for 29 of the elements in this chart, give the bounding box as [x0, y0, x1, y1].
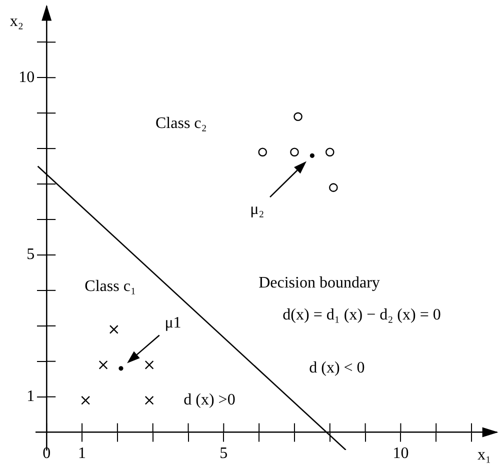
x-axis-title: x₁: [478, 446, 492, 464]
annotation: Decision boundary: [258, 274, 380, 292]
annotation: d (x) < 0: [309, 360, 365, 377]
x-tick-label: 0: [42, 445, 51, 462]
point: [329, 183, 338, 192]
annotation: Class c₂: [155, 114, 207, 132]
y-tick-label: 5: [26, 246, 35, 264]
point: [109, 324, 118, 334]
annotation: μ₂: [250, 200, 264, 218]
y-tick-label: 1: [26, 388, 35, 406]
y-axis-title: x₂: [10, 12, 24, 30]
annotation: d (x) >0: [184, 392, 236, 409]
point: [290, 148, 299, 157]
annotation: d(x) = d₁ (x) − d₂ (x) = 0: [282, 306, 441, 324]
annotation: μ1: [164, 314, 182, 332]
point: [294, 112, 302, 122]
point: [98, 360, 108, 370]
point: [81, 396, 90, 405]
point: [118, 366, 124, 371]
point: [144, 396, 154, 405]
y-tick-label: 10: [18, 68, 35, 86]
point: [310, 153, 314, 158]
point: [325, 148, 334, 157]
x-tick-label: 5: [220, 445, 228, 462]
x-tick-label: 1: [78, 445, 86, 462]
annotation: Class c₁: [84, 278, 136, 296]
point: [144, 360, 154, 370]
x-tick-label: 10: [392, 445, 409, 462]
point: [258, 148, 268, 157]
